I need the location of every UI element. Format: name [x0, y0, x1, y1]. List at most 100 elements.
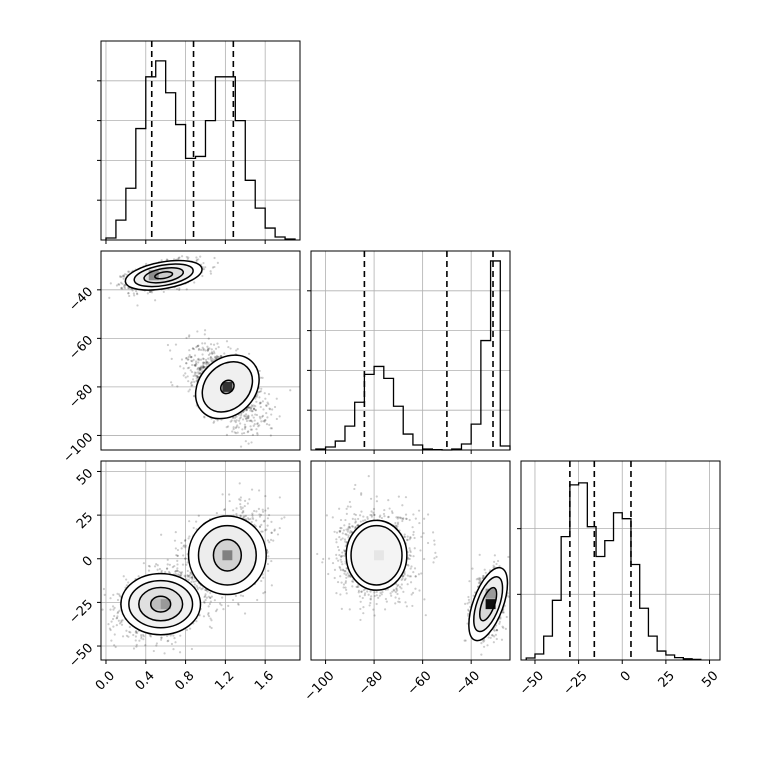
scatter-point: [212, 421, 215, 424]
scatter-point: [179, 571, 183, 575]
scatter-point: [267, 402, 270, 406]
scatter-point: [229, 347, 232, 350]
scatter-point: [116, 612, 119, 615]
scatter-point: [222, 608, 225, 611]
scatter-point: [148, 634, 152, 637]
scatter-point: [207, 337, 210, 340]
scatter-point: [108, 627, 112, 630]
scatter-point: [254, 413, 257, 416]
scatter-point: [198, 367, 202, 371]
scatter-point: [252, 404, 255, 407]
scatter-point: [207, 361, 210, 364]
scatter-point: [253, 423, 256, 426]
scatter-point: [255, 519, 258, 522]
scatter-point: [266, 524, 269, 527]
scatter-point: [216, 261, 219, 264]
scatter-point: [109, 282, 112, 285]
scatter-point: [256, 422, 259, 425]
scatter-point: [262, 419, 265, 423]
scatter-point: [259, 401, 262, 405]
scatter-point: [136, 631, 139, 635]
scatter-point: [184, 544, 187, 547]
scatter-point: [252, 424, 255, 427]
scatter-point: [245, 419, 249, 423]
scatter-point: [118, 595, 122, 598]
scatter-point: [259, 401, 262, 404]
scatter-point: [289, 389, 292, 392]
scatter-point: [195, 620, 198, 623]
scatter-point: [186, 358, 189, 361]
scatter-point: [217, 356, 220, 359]
contour-line: [133, 263, 194, 288]
scatter-point: [178, 287, 181, 290]
scatter-point: [127, 291, 130, 295]
scatter-point: [184, 575, 187, 578]
scatter-point: [197, 348, 200, 351]
scatter-point: [131, 289, 134, 292]
scatter-point: [125, 273, 128, 276]
scatter-point: [178, 574, 181, 577]
scatter-point: [193, 281, 196, 284]
scatter-point: [265, 404, 268, 407]
scatter-point: [219, 355, 222, 358]
scatter-point: [257, 489, 261, 492]
scatter-point: [270, 427, 274, 430]
scatter-point: [248, 406, 251, 410]
scatter-point: [164, 570, 167, 574]
scatter-point: [257, 390, 260, 394]
scatter-point: [120, 619, 123, 622]
scatter-point: [215, 355, 218, 358]
scatter-point: [239, 499, 242, 502]
scatter-point: [209, 596, 212, 600]
scatter-point: [135, 643, 138, 646]
scatter-point: [264, 397, 267, 400]
scatter-point: [232, 426, 235, 429]
scatter-point: [241, 428, 244, 431]
scatter-point: [103, 593, 106, 596]
scatter-point: [255, 413, 259, 417]
scatter-point: [201, 342, 204, 345]
scatter-point: [239, 414, 243, 417]
scatter-point: [107, 623, 110, 626]
scatter-point: [190, 380, 193, 384]
scatter-point: [239, 594, 243, 597]
scatter-point: [210, 351, 214, 354]
scatter-point: [160, 569, 163, 572]
scatter-point: [196, 330, 199, 333]
scatter-point: [119, 275, 122, 278]
scatter-point: [250, 488, 254, 491]
scatter-point: [140, 635, 143, 638]
scatter-point: [207, 615, 211, 618]
scatter-point: [254, 409, 257, 412]
scatter-point: [191, 384, 194, 387]
scatter-point: [136, 293, 139, 296]
scatter-point: [178, 256, 181, 259]
scatter-point: [188, 520, 191, 523]
scatter-point: [202, 363, 205, 366]
scatter-point: [203, 329, 207, 332]
scatter-point: [102, 587, 105, 591]
scatter-point: [193, 583, 196, 586]
scatter-point: [195, 363, 198, 366]
scatter-point: [232, 428, 235, 431]
scatter-point: [155, 642, 158, 645]
scatter-point: [120, 275, 124, 278]
scatter-point: [113, 614, 116, 618]
scatter-point: [269, 434, 272, 437]
scatter-point: [250, 408, 253, 411]
scatter-point: [173, 637, 176, 640]
scatter-point: [208, 352, 212, 355]
scatter-point: [194, 364, 197, 367]
scatter-point: [239, 422, 242, 425]
scatter-point: [204, 349, 207, 352]
scatter-point: [145, 262, 148, 265]
scatter-point: [234, 426, 237, 430]
scatter-point: [241, 594, 245, 598]
contours: [124, 259, 260, 420]
scatter-point: [247, 430, 250, 433]
scatter-point: [258, 513, 261, 516]
scatter-point: [173, 564, 176, 568]
scatter-point: [249, 419, 252, 422]
scatter-point: [195, 520, 198, 523]
